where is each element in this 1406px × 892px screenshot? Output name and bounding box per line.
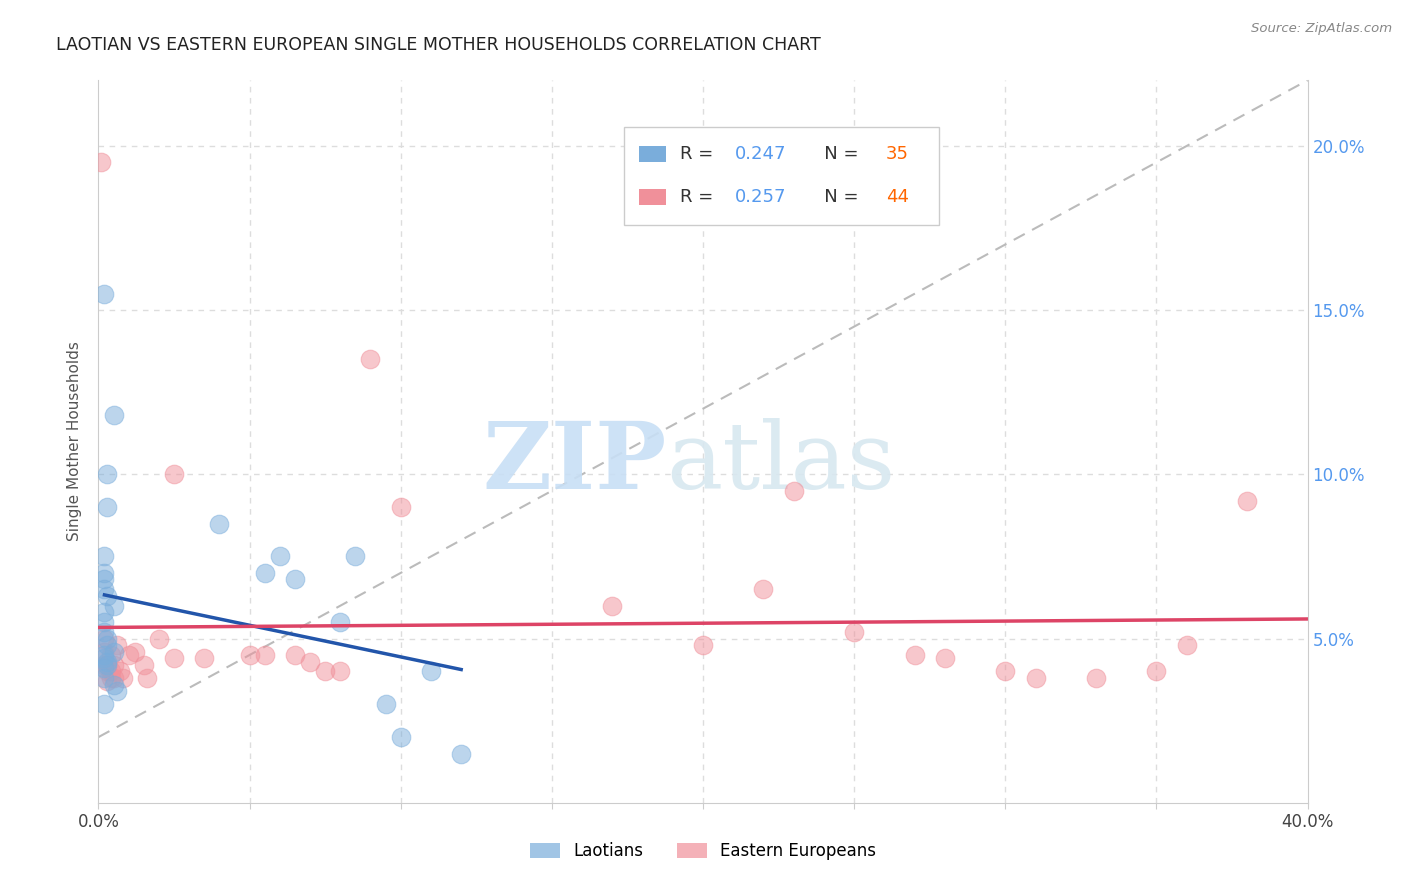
Point: [1175, 638, 1198, 652]
Point: [374, 698, 396, 712]
Point: [124, 645, 146, 659]
Point: [193, 651, 215, 665]
Point: [163, 651, 186, 665]
Point: [93, 657, 115, 672]
Point: [299, 655, 322, 669]
Point: [96, 657, 118, 672]
Point: [752, 582, 775, 597]
Point: [269, 549, 291, 564]
Text: Source: ZipAtlas.com: Source: ZipAtlas.com: [1251, 22, 1392, 36]
Point: [344, 549, 367, 564]
Point: [1085, 671, 1108, 685]
Point: [253, 648, 276, 662]
Point: [93, 573, 115, 587]
Point: [284, 648, 307, 662]
Point: [132, 657, 155, 672]
Point: [93, 661, 115, 675]
Point: [93, 615, 115, 630]
Point: [93, 671, 115, 685]
Point: [90, 155, 112, 169]
Point: [93, 651, 115, 665]
Point: [420, 665, 443, 679]
Point: [93, 632, 115, 646]
Point: [96, 500, 118, 515]
Point: [135, 671, 157, 685]
Point: [103, 409, 125, 423]
Point: [111, 671, 134, 685]
Point: [329, 665, 352, 679]
Point: [934, 651, 956, 665]
Point: [1236, 493, 1258, 508]
Point: [93, 566, 115, 580]
Bar: [638, 189, 665, 204]
Point: [103, 677, 125, 691]
Point: [163, 467, 186, 482]
Point: [93, 648, 115, 662]
Point: [100, 671, 122, 685]
Legend: Laotians, Eastern Europeans: Laotians, Eastern Europeans: [523, 836, 883, 867]
Point: [314, 665, 336, 679]
Point: [100, 648, 122, 662]
Point: [103, 645, 125, 659]
Point: [96, 638, 118, 652]
Point: [93, 625, 115, 640]
Text: 44: 44: [886, 187, 908, 206]
Point: [93, 645, 115, 659]
Point: [108, 665, 131, 679]
Point: [118, 648, 141, 662]
Point: [360, 352, 382, 367]
Point: [1144, 665, 1167, 679]
Text: R =: R =: [681, 187, 718, 206]
Point: [904, 648, 927, 662]
Point: [93, 605, 115, 619]
Point: [93, 549, 115, 564]
FancyBboxPatch shape: [624, 128, 939, 225]
Point: [994, 665, 1017, 679]
Point: [96, 674, 118, 689]
Point: [389, 500, 412, 515]
Point: [96, 657, 118, 672]
Point: [389, 730, 412, 744]
Point: [239, 648, 262, 662]
Point: [96, 467, 118, 482]
Point: [93, 286, 115, 301]
Point: [103, 599, 125, 613]
Text: 0.247: 0.247: [734, 145, 786, 162]
Point: [105, 684, 128, 698]
Point: [100, 665, 122, 679]
Point: [148, 632, 170, 646]
Point: [844, 625, 866, 640]
Text: atlas: atlas: [666, 418, 896, 508]
Point: [96, 632, 118, 646]
Point: [1024, 671, 1046, 685]
Point: [284, 573, 307, 587]
Text: ZIP: ZIP: [482, 418, 666, 508]
Point: [692, 638, 714, 652]
Point: [783, 483, 806, 498]
Point: [253, 566, 276, 580]
Point: [208, 516, 231, 531]
Point: [96, 665, 118, 679]
Point: [450, 747, 472, 761]
Text: 35: 35: [886, 145, 908, 162]
Point: [103, 671, 125, 685]
Point: [93, 698, 115, 712]
Point: [602, 599, 624, 613]
Text: 0.257: 0.257: [734, 187, 786, 206]
Point: [93, 582, 115, 597]
Text: N =: N =: [807, 145, 865, 162]
Text: LAOTIAN VS EASTERN EUROPEAN SINGLE MOTHER HOUSEHOLDS CORRELATION CHART: LAOTIAN VS EASTERN EUROPEAN SINGLE MOTHE…: [56, 36, 821, 54]
Point: [105, 638, 128, 652]
Y-axis label: Single Mother Households: Single Mother Households: [67, 342, 83, 541]
Text: R =: R =: [681, 145, 718, 162]
Point: [96, 589, 118, 603]
Point: [103, 657, 125, 672]
Point: [96, 655, 118, 669]
Text: N =: N =: [807, 187, 865, 206]
Point: [329, 615, 352, 630]
Bar: [638, 145, 665, 161]
